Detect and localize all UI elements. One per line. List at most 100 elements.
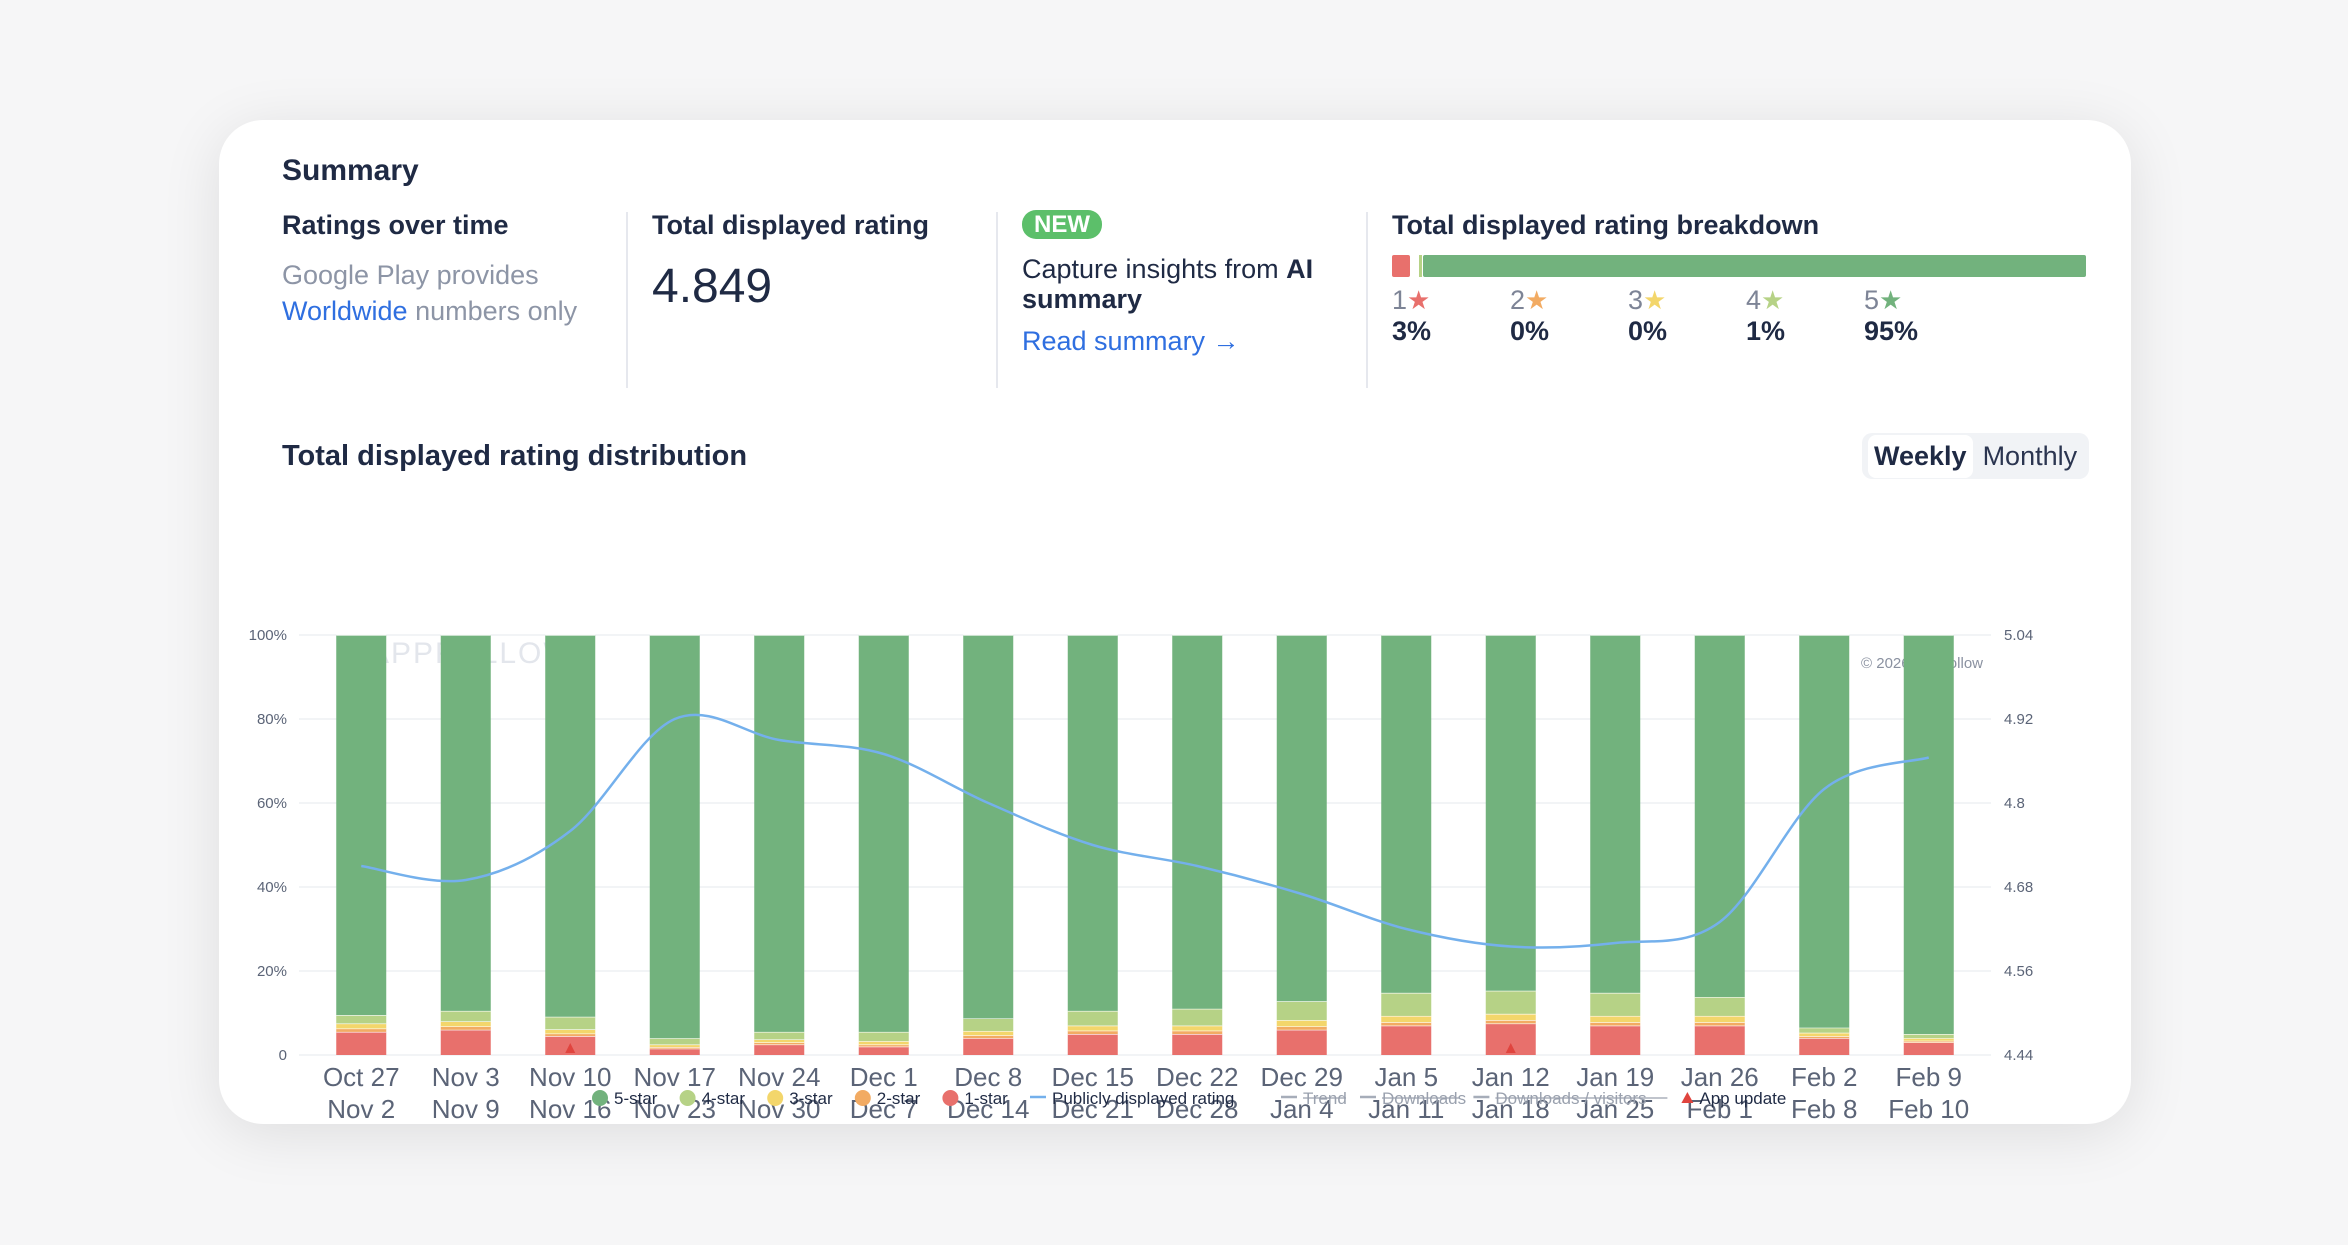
new-badge: NEW [1022,210,1102,239]
bar-segment-4-star [1381,992,1432,1016]
bar-segment-1-star [336,1031,387,1055]
bar-segment-5-star [858,635,909,1032]
star-icon: ★ [1761,285,1785,315]
bar-segment-3-star [1067,1025,1118,1031]
breakdown-percent: 0% [1510,316,1550,346]
x-tick-label: Nov 3 [432,1062,500,1092]
bar-segment-5-star [1381,635,1432,993]
legend-item[interactable]: App update [1699,1089,1786,1108]
bar-segment-1-star [1381,1025,1432,1055]
read-summary-link[interactable]: Read summary → [1022,326,1240,356]
bar-segment-4-star [336,1015,387,1024]
bar-segment-2-star [963,1035,1014,1039]
bar-segment-2-star [1799,1036,1850,1039]
bar-segment-3-star [336,1023,387,1029]
bar-segment-5-star [440,635,491,1011]
star-count: 1 [1392,285,1408,315]
bar-segment-5-star [963,635,1014,1019]
y-left-tick-label: 60% [257,795,287,812]
x-tick-label: Jan 26 [1681,1062,1759,1092]
y-right-tick-label: 4.56 [2004,963,2033,980]
bar-segment-2-star [1903,1040,1954,1043]
monthly-toggle[interactable]: Monthly [1982,440,2078,471]
bar-segment-5-star [545,635,596,1017]
bar-segment-2-star [754,1042,805,1045]
bar-segment-5-star [1799,635,1850,1028]
bar-segment-5-star [1067,635,1118,1011]
bar-segment-4-star [1903,1034,1954,1039]
x-tick-label: Jan 19 [1576,1062,1654,1092]
y-left-tick-label: 0 [279,1047,287,1064]
bar-segment-4-star [1276,1001,1327,1021]
y-right-tick-label: 4.92 [2004,711,2033,728]
breakdown-title: Total displayed rating breakdown [1392,210,1820,240]
legend-item[interactable]: 1-star [964,1089,1008,1108]
breakdown-percent: 3% [1392,316,1432,346]
worldwide-link[interactable]: Worldwide [282,296,408,326]
bar-segment-4-star [440,1010,491,1022]
weekly-toggle[interactable]: Weekly [1868,434,1973,478]
note-suffix: numbers only [407,296,578,326]
bar-segment-5-star [1485,635,1536,991]
bar-segment-5-star [1590,635,1641,993]
legend-item[interactable]: 3-star [789,1089,833,1108]
x-tick-label: Nov 9 [432,1094,500,1120]
app-update-marker [565,1043,576,1053]
bar-segment-4-star [1172,1008,1223,1026]
ratings-over-time-title: Ratings over time [282,210,509,240]
bar-segment-2-star [1276,1026,1327,1030]
summary-title: Summary [282,154,419,187]
x-tick-label: Feb 10 [1888,1094,1969,1120]
legend-dot-icon [767,1090,784,1106]
ai-text-plain: Capture insights from [1022,254,1287,284]
y-right-tick-label: 5.04 [2004,627,2033,644]
breakdown-section: Total displayed rating breakdown 1 ★ 3% 2★ 0… [1392,210,2092,355]
breakdown-item: 2★ 0% [1510,285,1549,347]
divider [626,212,628,388]
x-tick-label: Dec 14 [947,1094,1029,1120]
breakdown-segment-4-star [1419,255,1422,277]
bar-segment-3-star [1276,1020,1327,1027]
bar-segment-3-star [1694,1015,1745,1023]
ai-text-bold: AI [1286,254,1314,284]
app-update-marker [1505,1043,1516,1053]
summary-card: Summary Ratings over time Google Play pr… [219,120,2131,1124]
bar-segment-5-star [649,635,700,1039]
bar-segment-3-star [649,1044,700,1048]
breakdown-item: 4★ 1% [1746,285,1785,347]
star-count: 4 [1746,285,1762,315]
bar-segment-2-star [440,1026,491,1030]
bar-segment-4-star [1799,1027,1850,1033]
bar-segment-1-star [1903,1042,1954,1055]
x-tick-label: Nov 17 [634,1062,716,1092]
x-tick-label: Nov 10 [529,1062,611,1092]
bar-segment-2-star [858,1044,909,1047]
x-tick-label: Dec 1 [850,1062,918,1092]
bar-segment-1-star [1799,1038,1850,1055]
legend-item[interactable]: 4-star [702,1089,746,1108]
bar-segment-2-star [1590,1022,1641,1026]
bar-segment-4-star [545,1016,596,1030]
x-tick-label: Nov 2 [327,1094,395,1120]
x-tick-label: Dec 22 [1156,1062,1238,1092]
x-tick-label: Feb 9 [1896,1062,1963,1092]
bar-segment-4-star [754,1031,805,1040]
legend-triangle-icon [1681,1092,1694,1103]
breakdown-item: 3★ 0% [1628,285,1667,347]
ai-text-bold-2: summary [1022,284,1143,314]
x-tick-label: Nov 24 [738,1062,820,1092]
x-tick-label: Jan 5 [1374,1062,1438,1092]
bar-segment-5-star [1903,635,1954,1034]
ai-summary-section: NEW Capture insights from AI summary Rea… [1022,210,1322,357]
legend-item[interactable]: 5-star [614,1089,658,1108]
bar-segment-5-star [336,635,387,1016]
legend-item[interactable]: 2-star [877,1089,921,1108]
star-count: 2 [1510,285,1526,315]
bar-segment-2-star [1694,1022,1745,1026]
bar-segment-3-star [963,1031,1014,1036]
legend-dot-icon [942,1090,959,1106]
legend-item[interactable]: Publicly displayed rating [1052,1089,1234,1108]
breakdown-star-label: 5★ [1864,285,1918,316]
x-tick-label: Jan 12 [1472,1062,1550,1092]
bar-segment-3-star [545,1029,596,1034]
